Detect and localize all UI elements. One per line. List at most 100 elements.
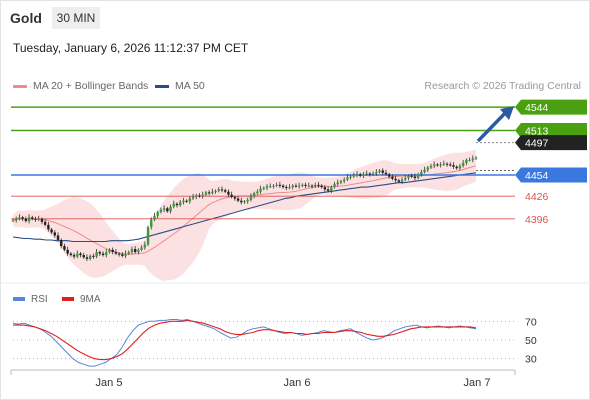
candle-body <box>404 178 407 180</box>
candle-body <box>413 176 417 179</box>
legend-ma20-label: MA 20 + Bollinger Bands <box>33 80 149 92</box>
candle-body <box>410 175 413 177</box>
candle-body <box>191 196 195 199</box>
candle-body <box>43 221 47 225</box>
level-label-4396: 4396 <box>525 214 549 226</box>
candle-body <box>381 170 384 173</box>
candle-body <box>359 174 362 176</box>
candle-body <box>37 218 40 220</box>
candle-body <box>21 217 24 219</box>
candle-body <box>416 174 420 179</box>
candle-body <box>375 172 378 174</box>
candle-body <box>323 187 327 190</box>
candle-body <box>140 247 143 250</box>
rsi-ma-swatch <box>62 297 74 302</box>
candle-body <box>117 253 121 255</box>
candle-body <box>56 235 60 240</box>
candle-body <box>72 255 76 257</box>
candle-body <box>233 196 237 199</box>
candle-body <box>362 174 365 176</box>
candle-body <box>326 189 330 191</box>
candle-body <box>317 184 320 186</box>
candle-body <box>275 184 278 186</box>
candle-body <box>188 198 192 202</box>
candle-body <box>82 255 85 258</box>
credit-text: Research © 2026 Trading Central <box>424 80 581 92</box>
candle-body <box>143 244 147 248</box>
candle-body <box>458 165 462 169</box>
candle-body <box>468 159 471 161</box>
candle-body <box>156 212 159 216</box>
candle-body <box>198 195 201 197</box>
candle-body <box>18 217 21 219</box>
candle-body <box>34 218 37 220</box>
legend-ma20: MA 20 + Bollinger Bands <box>13 80 148 92</box>
candle-body <box>127 252 130 254</box>
candle-body <box>227 191 230 195</box>
candle-body <box>314 184 317 187</box>
candle-body <box>249 196 253 200</box>
candle-body <box>95 252 98 257</box>
timeframe-button[interactable]: 30 MIN <box>52 7 100 29</box>
candle-body <box>217 189 220 191</box>
candle-body <box>365 173 368 175</box>
candle-body <box>201 194 204 197</box>
candle-body <box>342 179 346 182</box>
candle-body <box>153 215 156 220</box>
candle-body <box>172 203 175 207</box>
candle-body <box>278 184 282 186</box>
rsi-tick-30: 30 <box>525 354 537 366</box>
header-bar: Gold 30 MIN <box>0 0 590 36</box>
candle-body <box>243 201 246 203</box>
candle-body <box>159 209 163 213</box>
rsi-line <box>12 318 477 367</box>
level-tag-4544 <box>515 99 587 115</box>
candle-body <box>307 185 311 187</box>
candle-body <box>40 218 44 222</box>
candle-body <box>150 219 153 228</box>
candle-body <box>66 249 69 254</box>
level-label-4513: 4513 <box>525 125 549 137</box>
candle-body <box>146 227 150 245</box>
bollinger-band <box>13 149 476 281</box>
candle-body <box>137 249 140 253</box>
candle-body <box>130 249 134 253</box>
candle-body <box>76 253 79 257</box>
level-tag-4497 <box>515 135 587 151</box>
candle-body <box>378 170 381 173</box>
candle-body <box>15 218 18 221</box>
legend-9ma-label: 9MA <box>80 294 101 305</box>
level-label-4454: 4454 <box>525 170 549 182</box>
candle-body <box>310 185 314 187</box>
candle-body <box>24 218 28 222</box>
ma20-swatch <box>13 84 27 88</box>
forecast-arrow-head <box>500 106 514 121</box>
candle-body <box>224 190 227 192</box>
candle-body <box>355 174 359 176</box>
candle-body <box>423 169 426 173</box>
candle-body <box>352 175 356 177</box>
legend-ma50-label: MA 50 <box>175 80 205 92</box>
candle-body <box>333 184 336 188</box>
candle-body <box>400 179 404 182</box>
instrument-title: Gold <box>10 10 42 26</box>
candle-body <box>166 208 169 212</box>
timestamp: Tuesday, January 6, 2026 11:12:37 PM CET <box>13 41 249 55</box>
legend-9ma: 9MA <box>62 294 101 305</box>
candle-body <box>47 224 50 230</box>
candle-body <box>330 187 333 191</box>
candle-body <box>92 255 95 257</box>
candle-body <box>169 206 172 212</box>
candle-body <box>178 202 182 206</box>
candle-body <box>291 185 294 188</box>
candle-body <box>346 177 349 180</box>
x-tick-jan5: Jan 5 <box>95 377 123 389</box>
candle-body <box>114 252 118 254</box>
candle-body <box>133 249 137 253</box>
rsi-swatch <box>13 297 25 302</box>
level-label-4497: 4497 <box>525 138 549 150</box>
candle-body <box>60 239 63 247</box>
candle-body <box>471 158 474 160</box>
candle-body <box>420 172 423 175</box>
